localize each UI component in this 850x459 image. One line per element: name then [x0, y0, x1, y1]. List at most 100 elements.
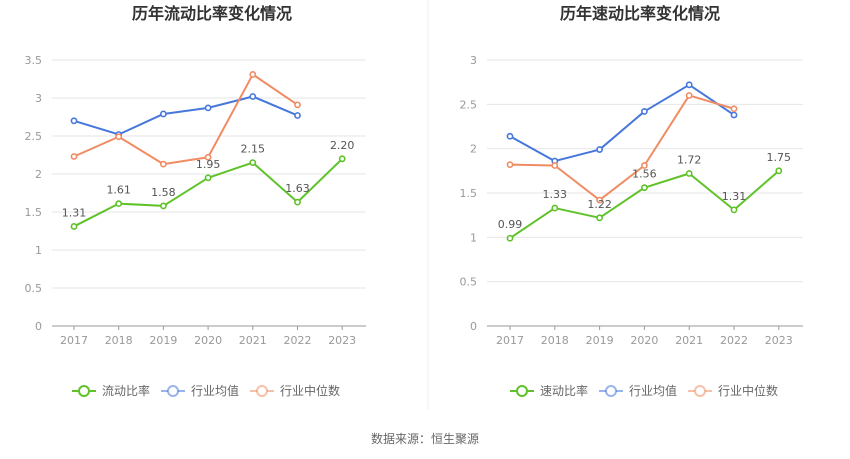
data-point [294, 112, 301, 119]
data-label: 1.31 [722, 190, 747, 203]
chart-title: 历年流动比率变化情况 [132, 4, 292, 23]
data-point [641, 108, 648, 115]
x-tick-label: 2017 [60, 334, 88, 347]
x-tick-label: 2023 [328, 334, 356, 347]
chart-title: 历年速动比率变化情况 [560, 4, 720, 23]
data-point [506, 132, 514, 140]
data-source-note: 数据来源：恒生聚源 [371, 431, 479, 446]
legend-label: 行业中位数 [280, 383, 340, 398]
y-tick-label: 3 [470, 54, 477, 67]
data-point [204, 153, 212, 161]
data-point [730, 111, 738, 119]
data-point [159, 202, 167, 210]
data-point [506, 161, 514, 169]
data-label: 1.33 [543, 188, 568, 201]
data-label: 2.15 [241, 143, 266, 156]
legend-marker-icon [78, 385, 90, 397]
data-point [115, 200, 123, 208]
data-label: 1.58 [151, 186, 176, 199]
x-tick-label: 2019 [586, 334, 614, 347]
x-tick-label: 2019 [149, 334, 177, 347]
data-point [596, 196, 603, 204]
data-point [159, 160, 167, 168]
legend-label: 流动比率 [102, 383, 150, 398]
legend-item-0[interactable]: 速动比率 [510, 383, 588, 398]
y-tick-label: 2 [35, 168, 42, 181]
data-label: 1.95 [196, 158, 221, 171]
data-label: 1.22 [587, 198, 612, 211]
data-point [294, 198, 301, 206]
series-line-1 [73, 95, 298, 136]
data-point [249, 71, 257, 78]
data-point [70, 117, 78, 125]
series-line-0 [509, 170, 780, 240]
legend-marker-icon [516, 385, 528, 397]
y-tick-label: 0 [470, 320, 477, 333]
data-point [685, 92, 693, 99]
data-point [249, 159, 257, 166]
data-point [596, 146, 603, 153]
chart-panel-1: 历年流动比率变化情况 0 0.5 1 1.5 2 2.5 3 3.5 2017 2018 2019 20… [25, 4, 366, 398]
legend-item-2[interactable]: 行业中位数 [250, 383, 340, 398]
data-point [641, 162, 648, 169]
y-tick-label: 0 [35, 320, 42, 333]
legend-item-2[interactable]: 行业中位数 [688, 383, 778, 398]
data-point [249, 93, 257, 100]
data-point [551, 162, 559, 169]
data-point [338, 155, 346, 163]
legend-label: 行业均值 [629, 383, 677, 398]
data-point [204, 174, 212, 182]
x-tick-label: 2018 [541, 334, 569, 347]
y-tick-label: 3 [35, 92, 42, 105]
series-line-2 [73, 73, 299, 166]
data-point [685, 170, 693, 177]
x-tick-label: 2023 [765, 334, 793, 347]
y-tick-label: 2 [470, 143, 477, 156]
legend-item-1[interactable]: 行业均值 [161, 383, 239, 398]
data-label: 2.20 [330, 139, 355, 152]
data-label: 1.75 [767, 151, 792, 164]
data-point [159, 110, 167, 118]
data-point [775, 167, 783, 175]
data-label: 1.31 [62, 206, 87, 219]
series-line-1 [509, 83, 735, 163]
data-point [730, 206, 738, 214]
y-tick-label: 3.5 [25, 54, 43, 67]
data-label: 0.99 [498, 218, 523, 231]
data-point [115, 133, 123, 141]
legend-marker-icon [605, 385, 617, 397]
y-tick-label: 1.5 [25, 206, 43, 219]
series-line-2 [509, 94, 735, 202]
data-label: 1.63 [285, 182, 310, 195]
y-tick-label: 2.5 [460, 98, 478, 111]
x-tick-label: 2020 [194, 334, 222, 347]
legend-label: 行业均值 [191, 383, 239, 398]
data-point [506, 234, 514, 242]
y-tick-label: 0.5 [25, 282, 43, 295]
data-point [730, 105, 738, 113]
legend-label: 行业中位数 [718, 383, 778, 398]
x-tick-label: 2018 [105, 334, 133, 347]
data-label: 1.61 [106, 184, 131, 197]
y-tick-label: 1 [470, 231, 477, 244]
chart-panel-2: 历年速动比率变化情况 0 0.5 1 1.5 2 2.5 3 2017 2018 2019 2020 2… [460, 4, 803, 398]
y-tick-label: 0.5 [460, 276, 478, 289]
legend-marker-icon [694, 385, 706, 397]
legend-item-1[interactable]: 行业均值 [599, 383, 677, 398]
y-tick-label: 1.5 [460, 187, 478, 200]
x-tick-label: 2022 [720, 334, 748, 347]
legend-marker-icon [167, 385, 179, 397]
legend-item-0[interactable]: 流动比率 [72, 383, 150, 398]
data-label: 1.72 [677, 153, 702, 166]
y-tick-label: 2.5 [25, 130, 43, 143]
data-point [204, 104, 212, 112]
x-tick-label: 2021 [239, 334, 267, 347]
legend-label: 速动比率 [540, 383, 588, 398]
data-label: 1.56 [632, 168, 657, 181]
data-point [70, 153, 78, 160]
data-point [641, 184, 648, 192]
data-point [294, 101, 301, 109]
legend-marker-icon [256, 385, 268, 397]
data-point [70, 223, 78, 230]
